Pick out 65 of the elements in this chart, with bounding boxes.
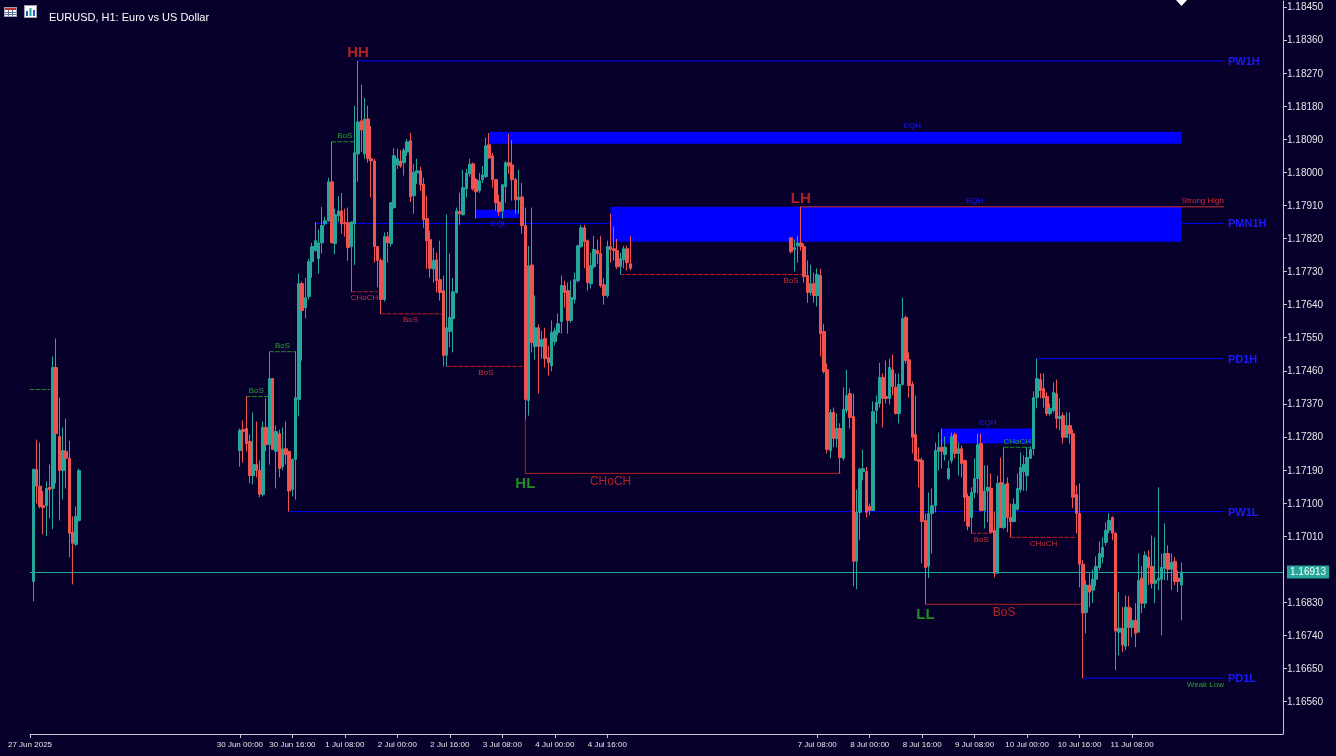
y-tick-label: 1.16740 xyxy=(1287,629,1324,641)
annotation: EQH xyxy=(903,121,922,131)
x-tick-label: 8 Jul 16:00 xyxy=(902,739,943,749)
annotation: PW1L xyxy=(1227,505,1259,518)
y-tick-label: 1.17730 xyxy=(1287,266,1324,278)
annotation: CHoCH xyxy=(589,474,632,489)
annotation: BoS xyxy=(992,605,1016,620)
y-tick-label: 1.17820 xyxy=(1287,232,1324,244)
x-tick-label: 1 Jul 08:00 xyxy=(325,739,366,749)
annotation: BoS xyxy=(275,341,291,351)
y-tick-label: 1.17550 xyxy=(1287,332,1324,344)
x-tick-label: 4 Jul 00:00 xyxy=(535,739,575,749)
annotation: EQH xyxy=(979,418,997,428)
y-tick-label: 1.16830 xyxy=(1287,596,1324,608)
annotation: BoS xyxy=(337,131,353,141)
annotation: HH xyxy=(347,42,369,60)
y-tick-label: 1.18270 xyxy=(1287,67,1324,79)
ref-line-label: 1.16913 xyxy=(1290,566,1327,578)
annotation: CHoCH xyxy=(350,293,379,303)
x-tick-label: 7 Jul 08:00 xyxy=(797,739,838,749)
x-tick-label: 10 Jul 16:00 xyxy=(1057,739,1102,749)
x-tick-label: 2 Jul 16:00 xyxy=(430,739,470,749)
x-tick-label: 30 Jun 16:00 xyxy=(269,739,317,749)
annotation: BoS xyxy=(402,315,419,325)
x-tick-label: 10 Jul 00:00 xyxy=(1005,739,1050,749)
y-tick-label: 1.18450 xyxy=(1287,1,1324,13)
annotation: PD1H xyxy=(1227,352,1258,365)
y-tick-label: 1.17640 xyxy=(1287,299,1324,311)
annotation: BoS xyxy=(973,534,989,544)
annotation: PD1L xyxy=(1227,672,1257,685)
y-tick-label: 1.17370 xyxy=(1287,398,1324,410)
annotation: LH xyxy=(790,188,811,206)
annotation: PMN1H xyxy=(1227,217,1267,230)
annotation: CHoCH xyxy=(1003,436,1032,446)
y-tick-label: 1.16560 xyxy=(1287,696,1324,708)
y-tick-label: 1.17280 xyxy=(1287,431,1324,443)
y-tick-label: 1.18000 xyxy=(1287,166,1324,178)
annotation: BoS xyxy=(783,276,799,285)
y-tick-label: 1.17910 xyxy=(1287,199,1324,211)
annotation: HL xyxy=(515,474,536,492)
y-tick-label: 1.18180 xyxy=(1287,100,1324,112)
annotation: Weak Low xyxy=(1186,679,1225,689)
y-tick-label: 1.17460 xyxy=(1287,365,1324,377)
y-tick-label: 1.16650 xyxy=(1287,663,1324,675)
x-tick-label: 9 Jul 08:00 xyxy=(955,739,995,749)
x-tick-label: 2 Jul 00:00 xyxy=(377,739,418,749)
x-tick-label: 30 Jun 00:00 xyxy=(216,739,264,749)
y-tick-label: 1.17100 xyxy=(1287,497,1324,509)
annotation: BoS xyxy=(478,367,494,377)
x-tick-label: 8 Jul 00:00 xyxy=(850,739,890,749)
x-tick-label: 3 Jul 08:00 xyxy=(482,739,523,749)
annotation: PW1H xyxy=(1227,54,1260,67)
y-tick-label: 1.18360 xyxy=(1287,34,1324,46)
y-tick-label: 1.17190 xyxy=(1287,464,1324,476)
annotation: Strong High xyxy=(1181,196,1224,206)
x-tick-label: 4 Jul 16:00 xyxy=(587,739,628,749)
x-tick-label: 11 Jul 08:00 xyxy=(1110,739,1155,749)
annotation: LL xyxy=(916,605,935,623)
x-tick-label: 27 Jun 2025 xyxy=(7,739,53,749)
annotation: EQH xyxy=(966,196,984,206)
annotation: BoS xyxy=(248,386,264,396)
annotation: CHoCH xyxy=(1029,538,1058,548)
y-tick-label: 1.17010 xyxy=(1287,530,1324,542)
y-tick-label: 1.18090 xyxy=(1287,133,1324,145)
text: EURUSD, H1: Euro vs US Dollar xyxy=(49,10,210,23)
